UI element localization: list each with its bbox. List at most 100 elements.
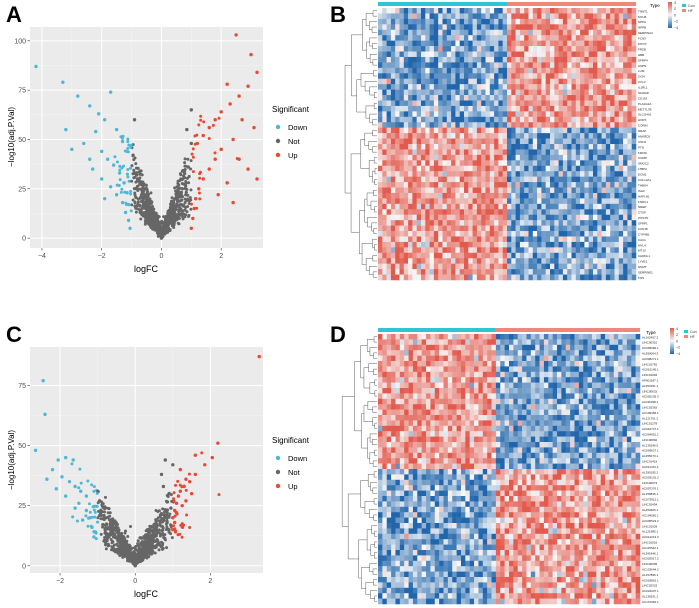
heatmap-cell xyxy=(442,29,448,36)
heatmap-cell xyxy=(408,46,413,52)
heatmap-cell xyxy=(425,176,430,183)
heatmap-cell xyxy=(438,13,443,20)
heatmap-cell xyxy=(554,160,559,167)
not-point xyxy=(183,201,187,205)
down-point xyxy=(75,519,79,523)
heatmap-cell xyxy=(593,176,598,183)
heatmap-cell xyxy=(511,51,516,58)
heatmap-cell xyxy=(390,203,396,210)
heatmap-cell xyxy=(524,84,529,90)
heatmap-cell xyxy=(627,89,632,96)
up-point xyxy=(173,514,177,518)
down-point xyxy=(79,481,83,485)
not-point xyxy=(115,542,119,546)
dendrogram-branch xyxy=(373,228,377,234)
heatmap-cell xyxy=(386,18,392,25)
heatmap-cell xyxy=(399,165,405,172)
heatmap-cell xyxy=(408,18,413,25)
heatmap-cell xyxy=(597,133,602,139)
heatmap-cell xyxy=(416,258,422,264)
heatmap-cell xyxy=(459,51,465,58)
heatmap-cell xyxy=(416,62,422,69)
heatmap-cell xyxy=(584,247,589,254)
heatmap-cell xyxy=(519,78,525,85)
heatmap-cell xyxy=(429,46,435,52)
heatmap-cell xyxy=(446,258,452,264)
heatmap-cell xyxy=(532,29,538,36)
heatmap-cell xyxy=(390,116,396,123)
heatmap-cell xyxy=(519,198,525,205)
heatmap-cell xyxy=(382,29,387,36)
heatmap-cell xyxy=(567,209,572,215)
down-point xyxy=(99,149,104,154)
up-point xyxy=(246,84,250,88)
up-point xyxy=(194,196,198,201)
down-point xyxy=(129,209,133,213)
heatmap-cell xyxy=(575,46,581,52)
heatmap-cell xyxy=(614,122,620,128)
not-point xyxy=(166,221,170,225)
heatmap-cell xyxy=(584,225,589,232)
heatmap-cell xyxy=(395,187,400,194)
heatmap-cell xyxy=(464,62,469,69)
heatmap-cell xyxy=(528,165,534,172)
heatmap-cell xyxy=(382,122,387,128)
heatmap-cell xyxy=(623,203,628,210)
heatmap-cell xyxy=(459,24,465,31)
heatmap-cell xyxy=(588,220,594,226)
up-point xyxy=(210,455,214,460)
not-point xyxy=(156,539,160,543)
heatmap-cell xyxy=(472,8,478,14)
heatmap-cell xyxy=(481,220,486,226)
heatmap-cell xyxy=(421,138,426,145)
heatmap-cell xyxy=(416,225,422,232)
down-point xyxy=(92,530,96,534)
heatmap-cell xyxy=(610,100,615,107)
heatmap-cell xyxy=(562,171,568,177)
not-point xyxy=(189,167,193,171)
heatmap-cell xyxy=(511,171,516,177)
heatmap-cell xyxy=(519,29,525,36)
heatmap-cell xyxy=(554,62,559,69)
heatmap-cell xyxy=(623,144,628,150)
heatmap-cell xyxy=(627,176,632,183)
heatmap-cell xyxy=(507,24,512,31)
heatmap-cell xyxy=(408,13,413,20)
heatmap-cell xyxy=(403,247,409,254)
heatmap-cell xyxy=(601,258,607,264)
heatmap-cell xyxy=(515,154,521,161)
down-point xyxy=(125,172,129,176)
heatmap-cell xyxy=(575,67,581,74)
heatmap-cell xyxy=(429,78,435,85)
heatmap-cell xyxy=(623,154,628,161)
heatmap-cell xyxy=(395,127,400,134)
not-point xyxy=(149,549,153,553)
heatmap-cell xyxy=(597,127,602,134)
heatmap-cell xyxy=(476,62,482,69)
heatmap-cell xyxy=(378,198,383,205)
heatmap-cell xyxy=(412,116,417,123)
heatmap-cell xyxy=(459,187,465,194)
heatmap-cell xyxy=(571,258,577,264)
heatmap-cell xyxy=(597,24,602,31)
not-point xyxy=(136,543,140,547)
heatmap-cell xyxy=(429,176,435,183)
heatmap-cell xyxy=(610,84,615,90)
heatmap-cell xyxy=(601,40,607,47)
heatmap-cell xyxy=(395,231,400,237)
heatmap-cell xyxy=(425,165,430,172)
heatmap-cell xyxy=(451,236,456,243)
heatmap-cell xyxy=(481,263,486,270)
heatmap-cell xyxy=(532,214,538,221)
heatmap-cell xyxy=(489,160,495,167)
heatmap-cell xyxy=(593,165,598,172)
heatmap-cell xyxy=(519,35,525,41)
heatmap-cell xyxy=(412,24,417,31)
heatmap-cell xyxy=(610,133,615,139)
not-point xyxy=(181,177,185,181)
heatmap-cell xyxy=(580,35,585,41)
heatmap-cell xyxy=(528,149,534,156)
heatmap-cell xyxy=(515,165,521,172)
heatmap-cell xyxy=(618,73,624,79)
heatmap-cell xyxy=(395,198,400,205)
